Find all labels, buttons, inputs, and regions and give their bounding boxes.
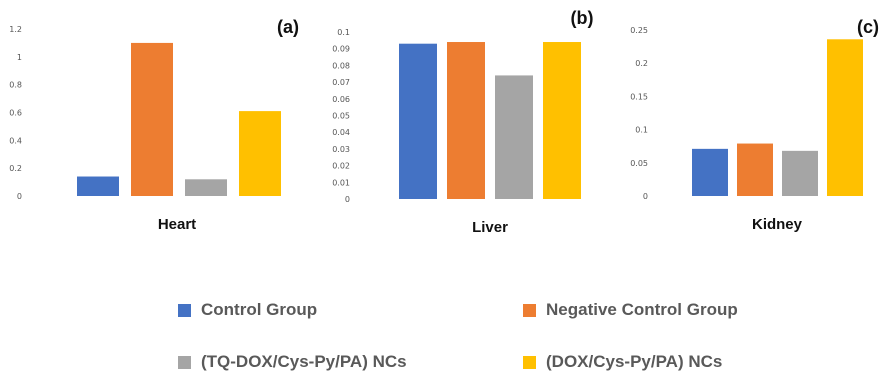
y-tick-label: 0.2 (635, 59, 648, 68)
legend-swatch-tq-dox (178, 355, 191, 369)
y-tick-label: 0.02 (332, 162, 350, 171)
y-tick-label: 1 (17, 53, 22, 62)
y-tick-label: 0 (345, 195, 350, 204)
legend-label-control: Control Group (201, 300, 318, 319)
legend-swatch-negative-control (523, 303, 536, 317)
y-tick-label: 0.4 (9, 136, 22, 145)
y-tick-label: 0.03 (332, 145, 350, 154)
category-label: Heart (158, 216, 196, 233)
bar-control (399, 43, 437, 199)
bar-negative-control (131, 42, 173, 196)
y-tick-label: 0.05 (630, 159, 648, 168)
chart-panel-2: 0 0.01 0.02 0.03 0.04 0.05 0.06 0.07 0.08 0.09 0.1… (332, 8, 593, 236)
legend-item-tq-dox: (TQ-DOX/Cys-Py/PA) NCs (178, 352, 407, 372)
category-label: Kidney (752, 216, 803, 233)
y-tick-label: 0.25 (630, 26, 648, 35)
bar-dox (827, 39, 863, 196)
legend-swatch-dox (523, 355, 536, 369)
bar-tq-dox (782, 150, 818, 196)
legend-label-negative-control: Negative Control Group (546, 300, 738, 319)
y-tick-label: 0.6 (9, 109, 22, 118)
chart-panel-3: 0 0.05 0.1 0.15 0.2 0.25 (c) Kidney (630, 17, 879, 233)
bar-control (77, 176, 119, 196)
panel-label: (c) (857, 17, 879, 37)
bar-dox (543, 42, 581, 199)
y-tick-label: 0.1 (337, 28, 350, 37)
y-tick-label: 0.15 (630, 92, 648, 101)
bar-negative-control (737, 143, 773, 196)
y-tick-label: 0 (17, 192, 22, 201)
y-tick-label: 0.07 (332, 78, 350, 87)
bar-dox (239, 111, 281, 196)
panel-label: (b) (571, 8, 594, 28)
legend-item-control: Control Group (178, 300, 317, 320)
y-tick-label: 0.08 (332, 61, 350, 70)
category-label: Liver (472, 219, 508, 236)
bar-negative-control (447, 42, 485, 199)
y-tick-label: 0 (643, 192, 648, 201)
legend-swatch-control (178, 303, 191, 317)
y-tick-label: 0.01 (332, 178, 350, 187)
bar-tq-dox (185, 179, 227, 196)
legend-item-dox: (DOX/Cys-Py/PA) NCs (523, 352, 722, 372)
panel-label: (a) (277, 17, 299, 37)
y-tick-label: 0.04 (332, 128, 350, 137)
legend-item-negative-control: Negative Control Group (523, 300, 738, 320)
bar-control (692, 148, 728, 196)
y-tick-label: 0.1 (635, 126, 648, 135)
y-tick-label: 0.2 (9, 164, 22, 173)
legend: Control Group Negative Control Group (TQ… (0, 290, 890, 375)
chart-area: 0 0.2 0.4 0.6 0.8 1 1.2 (a) Heart 0 0.01 0.02 0.03 0.… (9, 8, 879, 236)
y-tick-label: 1.2 (9, 25, 22, 34)
chart-panel-1: 0 0.2 0.4 0.6 0.8 1 1.2 (a) Heart (9, 17, 299, 233)
legend-label-dox: (DOX/Cys-Py/PA) NCs (546, 352, 723, 371)
y-tick-label: 0.8 (9, 81, 22, 90)
bar-tq-dox (495, 75, 533, 199)
y-tick-label: 0.06 (332, 95, 350, 104)
y-tick-label: 0.09 (332, 45, 350, 54)
legend-label-tq-dox: (TQ-DOX/Cys-Py/PA) NCs (201, 352, 407, 371)
y-tick-label: 0.05 (332, 112, 350, 121)
